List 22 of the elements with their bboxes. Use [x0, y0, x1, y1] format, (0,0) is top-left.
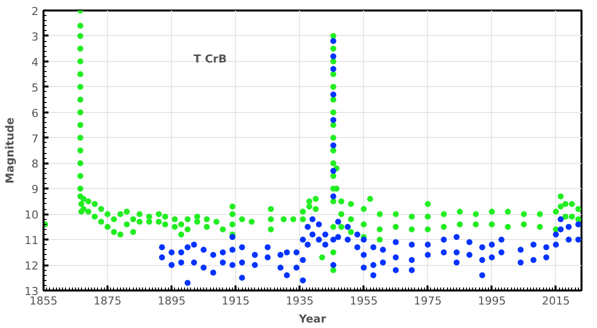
x-tick-label: 1955 [350, 294, 378, 308]
x-tick-label: 1975 [414, 294, 442, 308]
x-tick-label: 1895 [158, 294, 186, 308]
y-tick-label: 2 [32, 5, 38, 18]
x-tick-label: 2015 [542, 294, 570, 308]
annotation: T CrB [194, 52, 227, 66]
y-tick-label: 9 [32, 183, 38, 196]
y-tick-label: 5 [32, 81, 38, 94]
y-tick-label: 7 [32, 132, 38, 146]
x-axis-title: Year [298, 312, 327, 326]
y-tick-label: 8 [32, 158, 38, 171]
x-tick-label: 1935 [286, 294, 314, 308]
y-tick-label: 11 [24, 234, 39, 248]
y-tick-label: 10 [24, 208, 39, 222]
y-axis-title: Magnitude [4, 117, 17, 184]
x-tick-label: 1875 [94, 294, 122, 308]
x-tick-label: 1995 [478, 294, 506, 308]
x-tick-label: 1915 [222, 294, 250, 308]
y-tick-label: 3 [32, 30, 38, 44]
y-tick-label: 4 [32, 56, 38, 69]
y-tick-label: 6 [32, 106, 38, 120]
y-tick-label: 12 [24, 260, 39, 273]
